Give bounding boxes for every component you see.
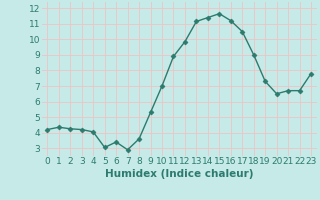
X-axis label: Humidex (Indice chaleur): Humidex (Indice chaleur) bbox=[105, 169, 253, 179]
